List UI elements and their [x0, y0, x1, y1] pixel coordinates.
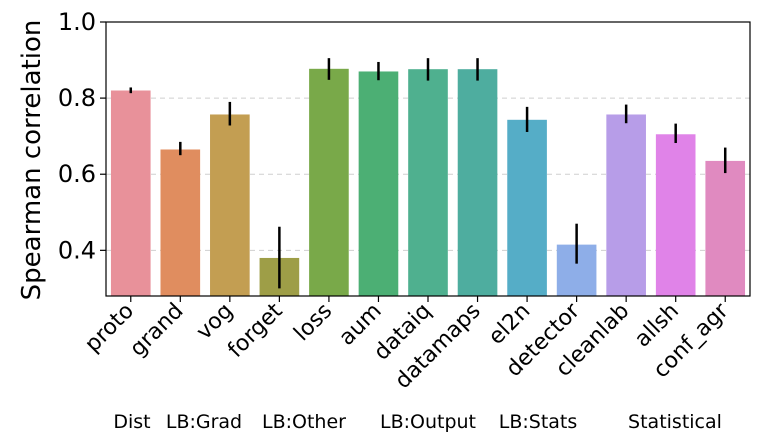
- y-axis-title: Spearman correlation: [17, 20, 47, 301]
- bar-loss: [309, 68, 349, 296]
- bar-proto: [110, 90, 151, 296]
- group-label: Statistical: [628, 411, 722, 433]
- group-label: LB:Stats: [499, 411, 578, 433]
- x-tick-label: forget: [223, 298, 288, 363]
- group-label: LB:Output: [380, 411, 476, 433]
- y-tick-label: 0.8: [58, 84, 96, 112]
- group-label: LB:Grad: [166, 411, 242, 433]
- group-label: Dist: [113, 411, 150, 433]
- x-tick-label: loss: [289, 299, 337, 347]
- bar-vog: [210, 114, 250, 296]
- error-bars: [129, 58, 727, 289]
- bar-aum: [358, 71, 399, 296]
- bars: [110, 68, 746, 296]
- y-tick-label: 0.6: [58, 160, 96, 188]
- x-tick-label: grand: [125, 299, 188, 362]
- bar-cleanlab: [606, 114, 646, 296]
- bar-conf-agr: [705, 160, 746, 296]
- y-axis: 0.4 0.6 0.8 1.0: [58, 8, 106, 264]
- y-tick-label: 1.0: [58, 8, 96, 36]
- y-tick-label: 0.4: [58, 236, 96, 264]
- bar-allsh: [655, 134, 696, 296]
- bar-grand: [160, 149, 201, 296]
- group-labels: Dist LB:Grad LB:Other LB:Output LB:Stats Stat…: [113, 411, 722, 433]
- bar-dataiq: [408, 69, 448, 296]
- bar-el2n: [507, 119, 547, 296]
- bar-datamaps: [457, 69, 498, 296]
- group-label: LB:Other: [262, 411, 346, 433]
